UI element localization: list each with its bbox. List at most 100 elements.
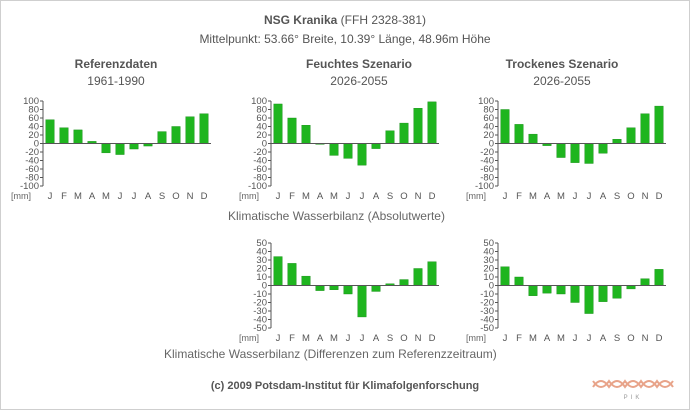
y-tick-label: 40 <box>28 122 39 133</box>
y-tick-label: -80 <box>480 173 494 184</box>
x-tick-label: J <box>276 191 281 202</box>
bar-j-5 <box>570 143 580 163</box>
bar-j-0 <box>45 119 55 144</box>
x-tick-label: M <box>302 333 310 344</box>
y-tick-label: 0 <box>489 281 494 292</box>
x-tick-label: O <box>627 333 634 344</box>
logo-text: PIK <box>624 395 643 401</box>
y-unit-label: [mm] <box>466 191 486 201</box>
x-tick-label: O <box>172 191 179 202</box>
bar-j-0 <box>500 266 510 286</box>
y-unit-label: [mm] <box>466 333 486 343</box>
bar-j-5 <box>115 143 125 155</box>
y-tick-label: 60 <box>28 113 39 124</box>
bar-m-4 <box>556 143 566 158</box>
bar-f-1 <box>514 276 524 286</box>
y-tick-label: -30 <box>253 306 267 317</box>
y-tick-label: 40 <box>483 247 494 258</box>
bar-o-9 <box>626 285 636 290</box>
y-tick-label: 20 <box>256 264 267 275</box>
x-tick-label: M <box>330 191 338 202</box>
y-tick-label: -50 <box>253 323 267 334</box>
y-tick-label: -100 <box>475 181 494 192</box>
y-tick-label: -80 <box>253 173 267 184</box>
y-tick-label: 60 <box>256 113 267 124</box>
bar-n-10 <box>413 268 423 286</box>
y-tick-label: 80 <box>256 105 267 116</box>
y-tick-label: 0 <box>262 139 267 150</box>
x-tick-label: A <box>145 191 152 202</box>
y-tick-label: 20 <box>28 130 39 141</box>
y-tick-label: -30 <box>480 306 494 317</box>
x-tick-label: J <box>503 333 508 344</box>
x-tick-label: D <box>201 191 208 202</box>
x-tick-label: M <box>529 333 537 344</box>
y-tick-label: -10 <box>480 289 494 300</box>
y-tick-label: 0 <box>489 139 494 150</box>
bar-n-10 <box>640 278 650 286</box>
x-tick-label: J <box>118 191 123 202</box>
x-tick-label: A <box>373 333 380 344</box>
x-tick-label: J <box>132 191 137 202</box>
y-tick-label: -100 <box>248 181 267 192</box>
y-tick-label: -100 <box>20 181 39 192</box>
y-tick-label: 30 <box>256 255 267 266</box>
x-tick-label: J <box>587 191 592 202</box>
x-tick-label: J <box>346 191 351 202</box>
column-period-reference: 1961-1990 <box>87 74 145 88</box>
y-tick-label: 10 <box>256 272 267 283</box>
y-tick-label: 20 <box>483 264 494 275</box>
copyright-notice: (c) 2009 Potsdam-Institut für Klimafolge… <box>210 380 480 392</box>
bar-j-6 <box>584 285 594 314</box>
bar-s-8 <box>157 131 167 144</box>
y-tick-label: -20 <box>25 147 39 158</box>
x-tick-label: J <box>360 191 365 202</box>
pik-logo: PIK <box>592 379 674 401</box>
x-tick-label: J <box>346 333 351 344</box>
bar-a-7 <box>371 285 381 292</box>
bar-m-2 <box>301 275 311 286</box>
y-tick-label: 60 <box>483 113 494 124</box>
y-tick-label: 100 <box>478 96 494 107</box>
bar-f-1 <box>287 117 297 144</box>
bar-m-4 <box>329 285 339 290</box>
y-tick-label: -40 <box>480 315 494 326</box>
x-tick-label: F <box>516 191 522 202</box>
x-tick-label: N <box>187 191 194 202</box>
column-period-wet: 2026-2055 <box>330 74 388 88</box>
column-heading-dry: Trockenes Szenario <box>505 57 619 71</box>
bar-m-2 <box>528 133 538 144</box>
x-tick-label: M <box>102 191 110 202</box>
y-tick-label: 30 <box>483 255 494 266</box>
figure-subtitle: Mittelpunkt: 53.66° Breite, 10.39° Länge… <box>199 32 491 46</box>
x-tick-label: M <box>302 191 310 202</box>
x-tick-label: N <box>415 191 422 202</box>
x-tick-label: A <box>544 333 551 344</box>
x-tick-label: J <box>573 333 578 344</box>
bar-a-7 <box>371 143 381 149</box>
x-tick-label: M <box>330 333 338 344</box>
y-unit-label: [mm] <box>11 191 31 201</box>
x-tick-label: A <box>600 191 607 202</box>
y-tick-label: -20 <box>480 147 494 158</box>
bar-a-3 <box>542 285 552 294</box>
y-tick-label: 40 <box>256 247 267 258</box>
x-tick-label: J <box>587 333 592 344</box>
bar-d-11 <box>427 261 437 286</box>
x-tick-label: N <box>642 333 649 344</box>
x-tick-label: D <box>656 191 663 202</box>
x-tick-label: A <box>373 191 380 202</box>
bar-j-0 <box>500 109 510 144</box>
y-tick-label: -60 <box>253 164 267 175</box>
y-tick-label: -40 <box>253 156 267 167</box>
y-tick-label: 20 <box>483 130 494 141</box>
bar-j-6 <box>357 143 367 166</box>
bar-n-10 <box>640 113 650 144</box>
bar-o-9 <box>171 126 181 144</box>
bar-m-2 <box>528 285 538 296</box>
y-tick-label: 10 <box>483 272 494 283</box>
bar-n-10 <box>185 116 195 144</box>
